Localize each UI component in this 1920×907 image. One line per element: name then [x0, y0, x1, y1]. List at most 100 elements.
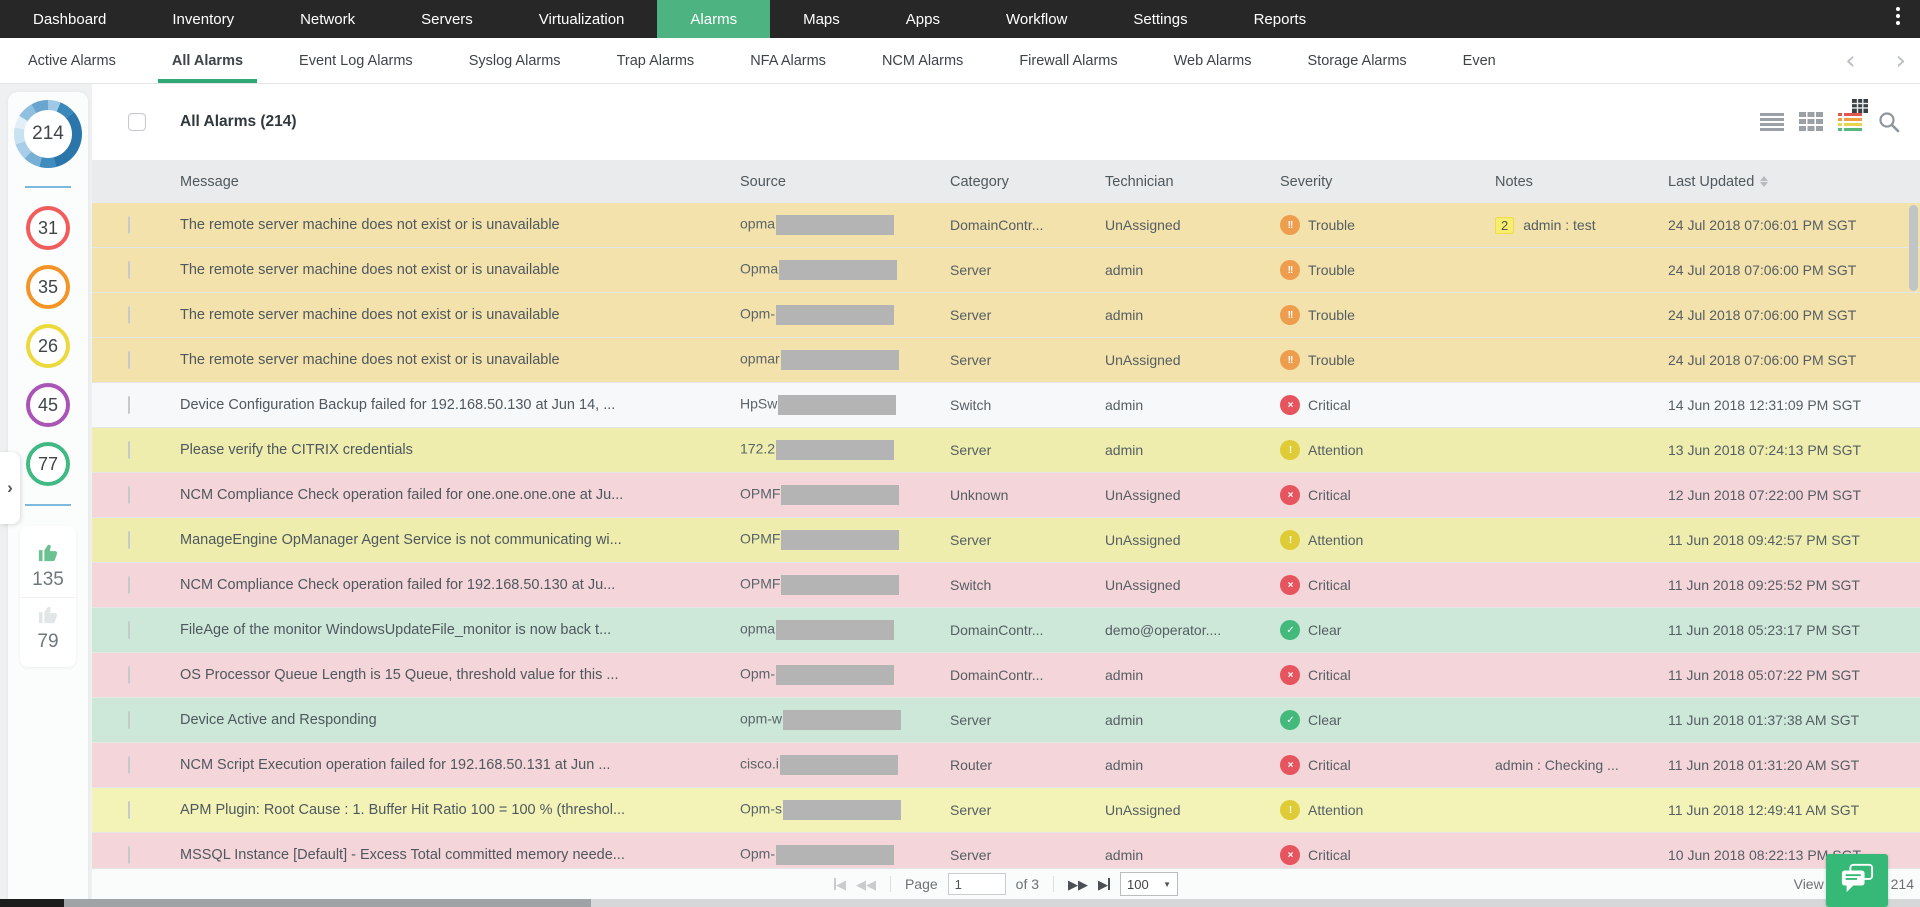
tab-firewall-alarms[interactable]: Firewall Alarms	[1019, 52, 1118, 69]
alarm-row[interactable]: NCM Compliance Check operation failed fo…	[92, 473, 1920, 518]
alarm-checkbox[interactable]	[128, 441, 130, 459]
alarm-row[interactable]: The remote server machine does not exist…	[92, 338, 1920, 383]
tab-event-log-alarms[interactable]: Event Log Alarms	[299, 52, 413, 69]
alarm-checkbox[interactable]	[128, 621, 130, 639]
alarm-row[interactable]: NCM Compliance Check operation failed fo…	[92, 563, 1920, 608]
last-updated-value: 11 Jun 2018 05:23:17 PM SGT	[1668, 622, 1860, 638]
tab-ncm-alarms[interactable]: NCM Alarms	[881, 52, 964, 69]
alarm-row[interactable]: FileAge of the monitor WindowsUpdateFile…	[92, 608, 1920, 653]
nav-item-alarms[interactable]: Alarms	[657, 0, 771, 38]
alarm-checkbox[interactable]	[128, 756, 130, 774]
alarm-row[interactable]: MSSQL Instance [Default] - Excess Total …	[92, 833, 1920, 868]
column-header-severity[interactable]: Severity	[1280, 174, 1495, 190]
alarm-row[interactable]: Device Active and Responding opm-w Server a…	[92, 698, 1920, 743]
tabs-next-icon[interactable]: ›	[1895, 46, 1906, 76]
first-page-button[interactable]: ◀	[833, 876, 846, 892]
sidebar-count-clear[interactable]: 77	[26, 442, 70, 486]
tab-all-alarms[interactable]: All Alarms	[144, 38, 271, 83]
alarm-checkbox[interactable]	[128, 351, 130, 369]
column-header-message[interactable]: Message	[180, 174, 740, 190]
alarm-checkbox[interactable]	[128, 306, 130, 324]
alarm-row[interactable]: ManageEngine OpManager Agent Service is …	[92, 518, 1920, 563]
nav-item-servers[interactable]: Servers	[421, 10, 473, 28]
alarm-row[interactable]: APM Plugin: Root Cause : 1. Buffer Hit R…	[92, 788, 1920, 833]
alarm-row[interactable]: The remote server machine does not exist…	[92, 203, 1920, 248]
nav-item-reports[interactable]: Reports	[1253, 10, 1307, 28]
total-alarms-donut[interactable]: 214	[14, 100, 82, 168]
sidebar-expand-handle[interactable]: ›	[0, 452, 20, 524]
alarm-checkbox[interactable]	[128, 846, 130, 864]
technician-value: UnAssigned	[1105, 802, 1181, 818]
row-checkbox-cell	[92, 216, 180, 234]
technician-cell: UnAssigned	[1105, 487, 1280, 503]
source-name: Opm-	[740, 665, 775, 682]
tabs-prev-icon[interactable]: ‹	[1845, 46, 1856, 76]
select-all-checkbox[interactable]	[128, 113, 146, 131]
alarm-checkbox[interactable]	[128, 576, 130, 594]
unacknowledged-filter[interactable]: 79	[20, 597, 76, 659]
sidebar-count-trouble[interactable]: 35	[26, 265, 70, 309]
alarm-row[interactable]: Please verify the CITRIX credentials 172.…	[92, 428, 1920, 473]
vertical-scrollbar[interactable]	[1909, 203, 1919, 868]
alarm-checkbox[interactable]	[128, 486, 130, 504]
nav-item-inventory[interactable]: Inventory	[172, 10, 235, 28]
technician-cell: UnAssigned	[1105, 217, 1280, 233]
alarm-checkbox[interactable]	[128, 216, 130, 234]
last-page-button[interactable]: ▶	[1098, 876, 1111, 892]
nav-item-dashboard[interactable]: Dashboard	[33, 10, 107, 28]
alarm-checkbox[interactable]	[128, 531, 130, 549]
nav-item-apps[interactable]: Apps	[905, 10, 940, 28]
color-list-view-icon[interactable]	[1837, 110, 1863, 134]
nav-item-settings[interactable]: Settings	[1133, 10, 1188, 28]
nav-item-network[interactable]: Network	[300, 10, 356, 28]
alarm-checkbox[interactable]	[128, 666, 130, 684]
horizontal-scrollbar[interactable]	[0, 899, 1920, 907]
column-header-notes[interactable]: Notes	[1495, 174, 1668, 190]
column-header-last-updated[interactable]: Last Updated	[1668, 174, 1920, 190]
column-chooser-icon[interactable]	[1852, 84, 1868, 127]
tab-trap-alarms[interactable]: Trap Alarms	[616, 52, 695, 69]
page-size-select[interactable]: 100 ▼	[1120, 872, 1179, 896]
next-page-button[interactable]: ▶ ▶	[1068, 876, 1089, 892]
severity-label: Trouble	[1308, 307, 1355, 323]
alarm-checkbox[interactable]	[128, 261, 130, 279]
acknowledged-filter[interactable]: 135	[20, 536, 76, 597]
tab-nfa-alarms[interactable]: NFA Alarms	[750, 52, 826, 69]
tab-active-alarms[interactable]: Active Alarms	[28, 52, 116, 69]
table-view-icon[interactable]	[1798, 110, 1824, 134]
sidebar-count-service-down[interactable]: 45	[26, 383, 70, 427]
sidebar-count-attention[interactable]: 26	[26, 324, 70, 368]
tab-even[interactable]: Even	[1462, 52, 1496, 69]
kebab-menu-icon[interactable]	[1890, 7, 1906, 33]
alarm-row[interactable]: The remote server machine does not exist…	[92, 248, 1920, 293]
alarm-checkbox[interactable]	[128, 711, 130, 729]
column-header-technician[interactable]: Technician	[1105, 174, 1280, 190]
tab-syslog-alarms[interactable]: Syslog Alarms	[468, 52, 561, 69]
search-icon[interactable]	[1876, 110, 1902, 134]
alarm-row[interactable]: OS Processor Queue Length is 15 Queue, t…	[92, 653, 1920, 698]
severity-trouble-icon: !!	[1280, 305, 1300, 325]
chat-widget-button[interactable]	[1826, 854, 1888, 907]
alarm-row[interactable]: NCM Script Execution operation failed fo…	[92, 743, 1920, 788]
list-view-icon[interactable]	[1759, 110, 1785, 134]
vertical-scrollbar-thumb[interactable]	[1909, 205, 1918, 291]
tab-storage-alarms[interactable]: Storage Alarms	[1307, 52, 1407, 69]
nav-item-maps[interactable]: Maps	[803, 10, 840, 28]
category-value: Server	[950, 262, 992, 278]
column-header-category[interactable]: Category	[950, 174, 1105, 190]
tab-web-alarms[interactable]: Web Alarms	[1173, 52, 1252, 69]
nav-item-virtualization[interactable]: Virtualization	[538, 10, 625, 28]
horizontal-scrollbar-thumb[interactable]	[64, 899, 591, 907]
page-number-input[interactable]	[947, 873, 1006, 895]
sort-icon[interactable]	[1760, 176, 1769, 187]
note-count-badge[interactable]: 2	[1495, 216, 1515, 234]
category-value: Switch	[950, 397, 992, 413]
sidebar-count-critical[interactable]: 31	[26, 206, 70, 250]
alarm-row[interactable]: The remote server machine does not exist…	[92, 293, 1920, 338]
alarm-checkbox[interactable]	[128, 801, 130, 819]
prev-page-button[interactable]: ◀ ◀	[855, 876, 876, 892]
alarm-checkbox[interactable]	[128, 396, 130, 414]
column-header-source[interactable]: Source	[740, 174, 950, 190]
nav-item-workflow[interactable]: Workflow	[1005, 10, 1068, 28]
alarm-row[interactable]: Device Configuration Backup failed for 1…	[92, 383, 1920, 428]
